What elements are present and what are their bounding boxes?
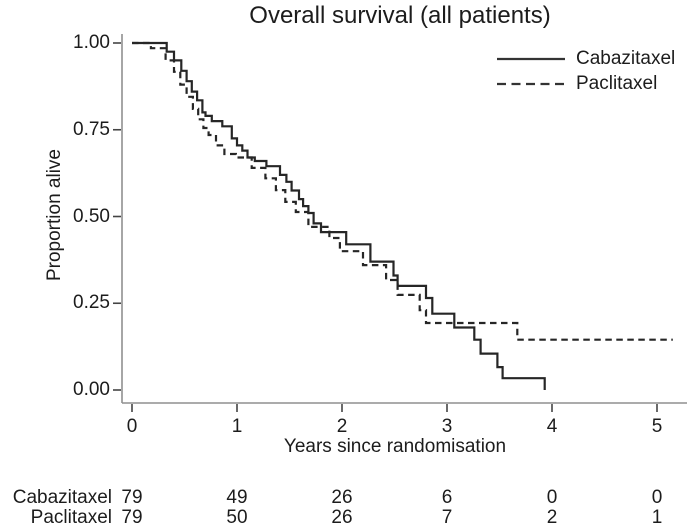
risk-count: 7 (441, 507, 453, 528)
risk-count: 26 (331, 487, 353, 508)
legend-label-cabazitaxel: Cabazitaxel (576, 47, 676, 69)
x-tick-label: 3 (441, 416, 453, 437)
y-tick-label: 0.50 (73, 205, 110, 227)
y-tick-label: 0.75 (73, 118, 110, 140)
x-tick-label: 1 (231, 416, 243, 437)
y-tick-label: 1.00 (73, 32, 110, 53)
risk-count: 6 (441, 487, 453, 508)
y-tick-label: 0.00 (73, 379, 110, 400)
legend: Cabazitaxel Paclitaxel (497, 46, 675, 96)
chart-title: Overall survival (all patients) (249, 2, 551, 29)
risk-count: 79 (121, 487, 143, 508)
solid-line-icon (497, 57, 565, 60)
x-axis-label: Years since randomisation (283, 436, 507, 457)
survival-curve-cabazitaxel (132, 41, 546, 390)
x-tick-label: 5 (651, 416, 663, 437)
x-tick-label: 4 (546, 416, 558, 437)
legend-label-paclitaxel: Paclitaxel (576, 72, 658, 94)
legend-entry-cabazitaxel: Cabazitaxel (497, 46, 675, 71)
x-tick-label: 2 (336, 416, 348, 437)
risk-count: 79 (121, 507, 143, 528)
risk-count: 2 (546, 507, 558, 528)
risk-count: 49 (226, 487, 248, 508)
risk-count: 0 (546, 487, 558, 508)
risk-count: 26 (331, 507, 353, 528)
x-tick-label: 0 (126, 416, 138, 437)
risk-row-label: Paclitaxel (30, 507, 112, 528)
y-tick-label: 0.25 (73, 292, 110, 314)
legend-entry-paclitaxel: Paclitaxel (497, 71, 675, 96)
risk-count: 0 (651, 487, 663, 508)
dashed-line-icon (497, 82, 565, 85)
risk-count: 1 (651, 507, 663, 528)
risk-row-label: Cabazitaxel (12, 487, 112, 508)
risk-count: 50 (226, 507, 248, 528)
